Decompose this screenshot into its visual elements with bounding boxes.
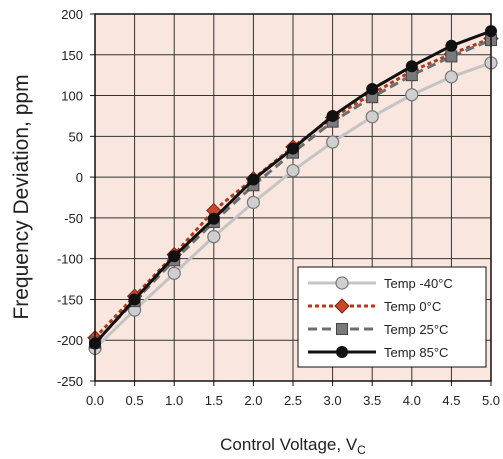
data-point [405, 60, 418, 73]
y-tick-label: 0 [76, 170, 83, 185]
data-point [336, 323, 348, 335]
data-point [287, 142, 299, 155]
data-point [335, 276, 349, 290]
x-tick-label: 3.5 [363, 393, 381, 408]
data-point [247, 173, 260, 186]
legend-label: Temp 0°C [384, 299, 441, 314]
x-tick-label: 1.0 [165, 393, 183, 408]
data-point [168, 250, 181, 263]
y-tick-label: -250 [57, 374, 83, 389]
y-tick-label: -150 [57, 292, 83, 307]
tick-labels: 0.0 0.5 1.0 1.5 2.0 2.5 3.0 3.5 4.0 4.5 5.0 200 150 1… [57, 7, 500, 408]
x-tick-label: 5.0 [482, 393, 500, 408]
legend-item: Temp 0°C [308, 298, 441, 314]
legend-item: Temp -40°C [308, 276, 453, 291]
data-point [128, 293, 141, 306]
y-tick-label: -50 [64, 211, 83, 226]
data-point [366, 83, 379, 96]
legend-item: Temp 85°C [308, 345, 448, 360]
legend-label: Temp 25°C [384, 322, 448, 337]
data-point [167, 266, 181, 280]
legend-label: Temp 85°C [384, 345, 448, 360]
data-point [445, 50, 458, 63]
x-tick-label: 1.5 [205, 393, 223, 408]
x-tick-label: 4.0 [403, 393, 421, 408]
x-axis-label-subscript: C [357, 443, 366, 457]
data-point [334, 298, 350, 314]
x-axis-label-text: Control Voltage, V [220, 435, 358, 454]
data-point [246, 195, 260, 209]
series-3 [89, 25, 497, 350]
y-axis-label: Frequency Deviation, ppm [10, 74, 33, 319]
x-tick-label: 3.0 [324, 393, 342, 408]
y-tick-label: 200 [61, 7, 83, 22]
x-tick-label: 0.5 [126, 393, 144, 408]
data-point [326, 135, 340, 149]
data-point [336, 346, 348, 358]
legend: Temp -40°C Temp 0°C Temp 25°C Temp 85°C [297, 266, 487, 368]
data-point [286, 163, 300, 178]
legend-item: Temp 25°C [308, 322, 448, 337]
y-tick-label: 100 [61, 89, 83, 104]
data-point [445, 39, 458, 52]
x-axis-label: Control Voltage, VC [220, 435, 366, 457]
data-point [444, 70, 458, 84]
x-tick-label: 2.5 [284, 393, 302, 408]
x-tick-label: 2.0 [244, 393, 262, 408]
data-point [405, 88, 419, 102]
y-tick-label: 50 [69, 129, 83, 144]
x-tick-label: 4.5 [442, 393, 460, 408]
legend-label: Temp -40°C [384, 276, 453, 291]
data-point [207, 212, 220, 225]
data-point [207, 230, 221, 244]
data-point [326, 109, 339, 122]
data-point [365, 110, 379, 124]
y-tick-label: -200 [57, 333, 83, 348]
y-tick-label: -100 [57, 252, 83, 267]
x-tick-label: 0.0 [86, 393, 104, 408]
y-tick-label: 150 [61, 48, 83, 63]
